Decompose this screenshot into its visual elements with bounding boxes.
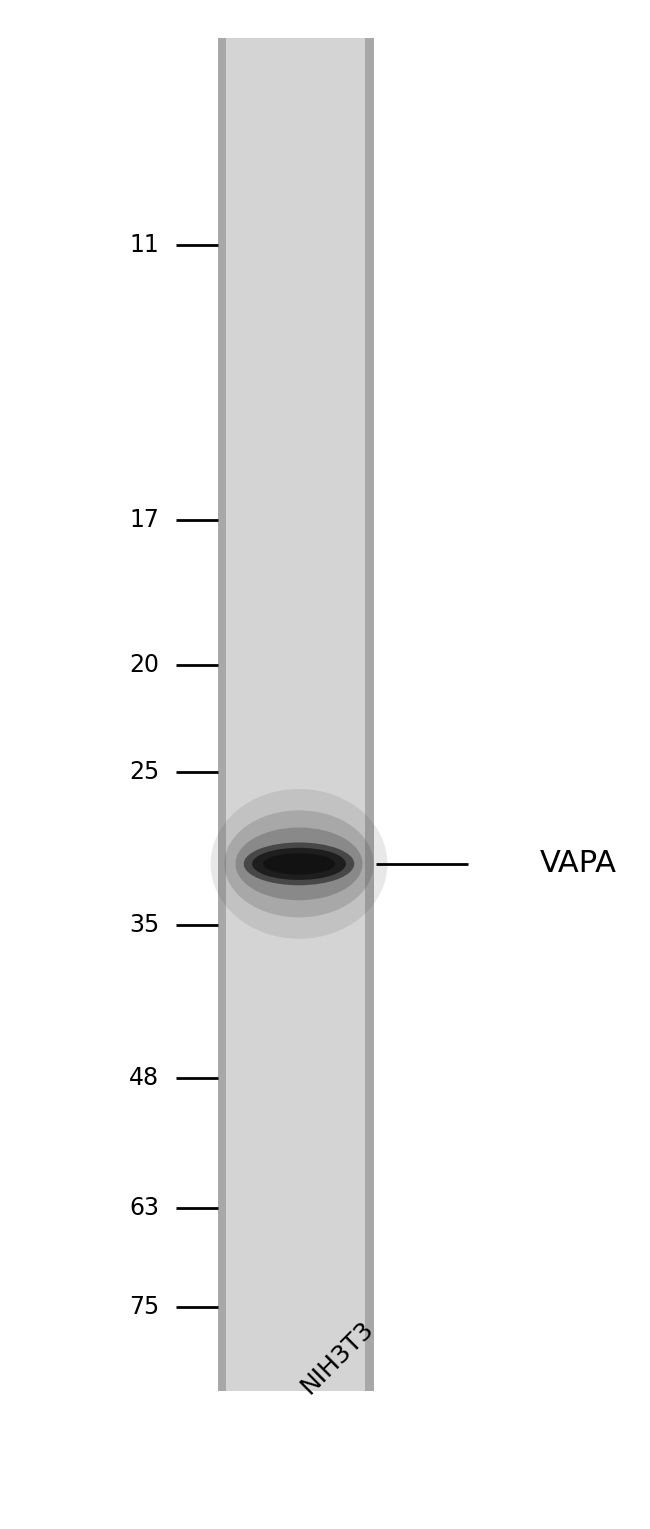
Text: 35: 35 <box>129 913 159 937</box>
Ellipse shape <box>224 810 374 917</box>
Text: 63: 63 <box>129 1196 159 1220</box>
Text: 11: 11 <box>129 232 159 257</box>
Ellipse shape <box>263 853 335 875</box>
Text: 25: 25 <box>129 760 159 784</box>
Ellipse shape <box>252 847 346 879</box>
Ellipse shape <box>244 842 354 885</box>
Bar <box>218 38 374 1391</box>
Bar <box>365 38 374 1391</box>
Text: 75: 75 <box>129 1295 159 1320</box>
Text: VAPA: VAPA <box>540 850 616 878</box>
Ellipse shape <box>235 827 363 901</box>
Bar <box>218 38 226 1391</box>
Text: NIH3T3: NIH3T3 <box>296 1316 378 1399</box>
Ellipse shape <box>211 789 387 939</box>
Text: 20: 20 <box>129 653 159 677</box>
Text: 48: 48 <box>129 1066 159 1090</box>
Text: 17: 17 <box>129 508 159 532</box>
